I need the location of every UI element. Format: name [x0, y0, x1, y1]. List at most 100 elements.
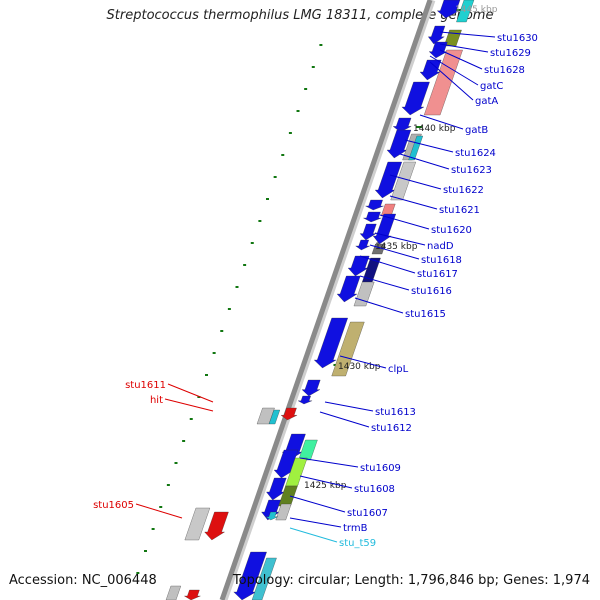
label-leader — [339, 355, 387, 369]
label-leader — [289, 527, 338, 543]
gene-label-stu1623: stu1623 — [451, 165, 492, 176]
gene-feature — [184, 507, 211, 541]
gene-feature — [301, 379, 321, 397]
gene-feature — [392, 117, 412, 133]
label-leader — [289, 517, 342, 528]
label-leader — [324, 401, 374, 412]
kbp-labels: 1445 kbp 1440 kbp 1435 kbp 1430 kbp 1425 kbp — [304, 5, 498, 491]
gene-label-gatb: gatB — [465, 125, 488, 136]
gene-label-stu1618: stu1618 — [421, 255, 462, 266]
gene-labels: stu1630 stu1629 stu1628 gatC gatA gatB stu1624… — [93, 31, 538, 549]
kbp-label: 1440 kbp — [413, 124, 456, 134]
label-leader — [439, 49, 483, 70]
label-leader — [429, 61, 474, 101]
gene-feature — [436, 0, 461, 19]
label-leader — [439, 43, 489, 53]
gene-label-stu1630: stu1630 — [497, 33, 538, 44]
gene-feature — [355, 239, 370, 251]
label-leader — [167, 383, 214, 403]
gene-label-clpl: clpL — [388, 364, 409, 375]
backbone — [219, 0, 436, 600]
label-leader — [135, 503, 183, 519]
gene-feature — [363, 211, 382, 223]
gene-feature — [280, 407, 298, 421]
label-leader — [369, 244, 420, 260]
gene-feature — [331, 321, 365, 377]
gene-feature — [313, 317, 348, 369]
gene-label-stu1620: stu1620 — [431, 225, 472, 236]
gene-feature — [408, 135, 424, 161]
gene-label-hit: hit — [150, 395, 163, 406]
gene-feature — [183, 589, 201, 600]
label-leader — [419, 114, 464, 130]
gene-feature — [365, 199, 384, 211]
gene-feature — [204, 511, 229, 541]
gene-feature — [423, 49, 463, 116]
gene-label-stu1609: stu1609 — [360, 463, 401, 474]
gene-label-stu1605: stu1605 — [93, 500, 134, 511]
genome-title: Streptococcus thermophilus LMG 18311, co… — [106, 8, 494, 23]
gene-feature — [374, 161, 403, 199]
gene-label-gatc: gatC — [480, 81, 503, 92]
gene-feature — [401, 81, 430, 116]
label-leader — [374, 232, 426, 246]
label-leader — [429, 55, 479, 86]
topology-label: Topology: circular; Length: 1,796,846 bp… — [232, 573, 590, 588]
gene-label-stu1621: stu1621 — [439, 205, 480, 216]
label-leader — [359, 275, 410, 291]
gene-label-stu1616: stu1616 — [411, 286, 452, 297]
label-leader — [389, 174, 442, 190]
gene-label-stu1628: stu1628 — [484, 65, 525, 76]
label-leader — [399, 153, 450, 170]
kbp-label: 1425 kbp — [304, 481, 347, 491]
gene-label-stu_t59: stu_t59 — [339, 538, 376, 549]
label-leader — [354, 297, 404, 314]
gene-feature — [359, 223, 377, 241]
gene-label-stu1611: stu1611 — [125, 380, 166, 391]
gene-feature — [266, 477, 287, 501]
gene-label-stu1629: stu1629 — [490, 48, 531, 59]
gene-label-nadd: nadD — [427, 241, 454, 252]
gene-feature — [233, 551, 267, 600]
gene-feature — [268, 409, 281, 425]
gene-label-stu1622: stu1622 — [443, 185, 484, 196]
accession-label: Accession: NC_006448 — [9, 573, 157, 588]
gene-label-stu1612: stu1612 — [371, 423, 412, 434]
gene-feature — [353, 281, 375, 307]
gene-label-stu1615: stu1615 — [405, 309, 446, 320]
gene-feature — [336, 275, 361, 303]
gene-feature — [427, 25, 446, 45]
gene-feature — [297, 395, 313, 405]
gene-feature — [265, 511, 278, 521]
kbp-label: 1445 kbp — [455, 5, 498, 15]
gene-feature — [275, 503, 292, 521]
label-leader — [359, 255, 416, 274]
gene-feature — [251, 557, 277, 600]
label-leader — [289, 495, 346, 513]
kbp-label: 1430 kbp — [338, 362, 381, 372]
label-leader — [299, 457, 359, 468]
label-leader — [379, 214, 430, 230]
label-leader — [389, 195, 438, 210]
gene-features — [165, 0, 475, 600]
gene-label-trmb: trmB — [343, 523, 368, 534]
backbone-line — [219, 0, 433, 600]
gene-feature — [428, 41, 448, 59]
gene-label-gata: gatA — [475, 96, 498, 107]
gene-feature — [165, 585, 182, 600]
label-leader — [319, 411, 370, 428]
gene-feature — [456, 0, 475, 23]
gene-label-stu1608: stu1608 — [354, 484, 395, 495]
label-leader — [404, 139, 454, 153]
gene-label-stu1617: stu1617 — [417, 269, 458, 280]
label-leader — [299, 475, 353, 489]
kbp-label: 1435 kbp — [375, 242, 418, 252]
gene-label-stu1607: stu1607 — [347, 508, 388, 519]
gene-label-stu1624: stu1624 — [455, 148, 496, 159]
label-leader — [164, 398, 214, 412]
label-leader — [439, 31, 496, 38]
gene-label-stu1613: stu1613 — [375, 407, 416, 418]
gene-feature — [347, 255, 370, 277]
